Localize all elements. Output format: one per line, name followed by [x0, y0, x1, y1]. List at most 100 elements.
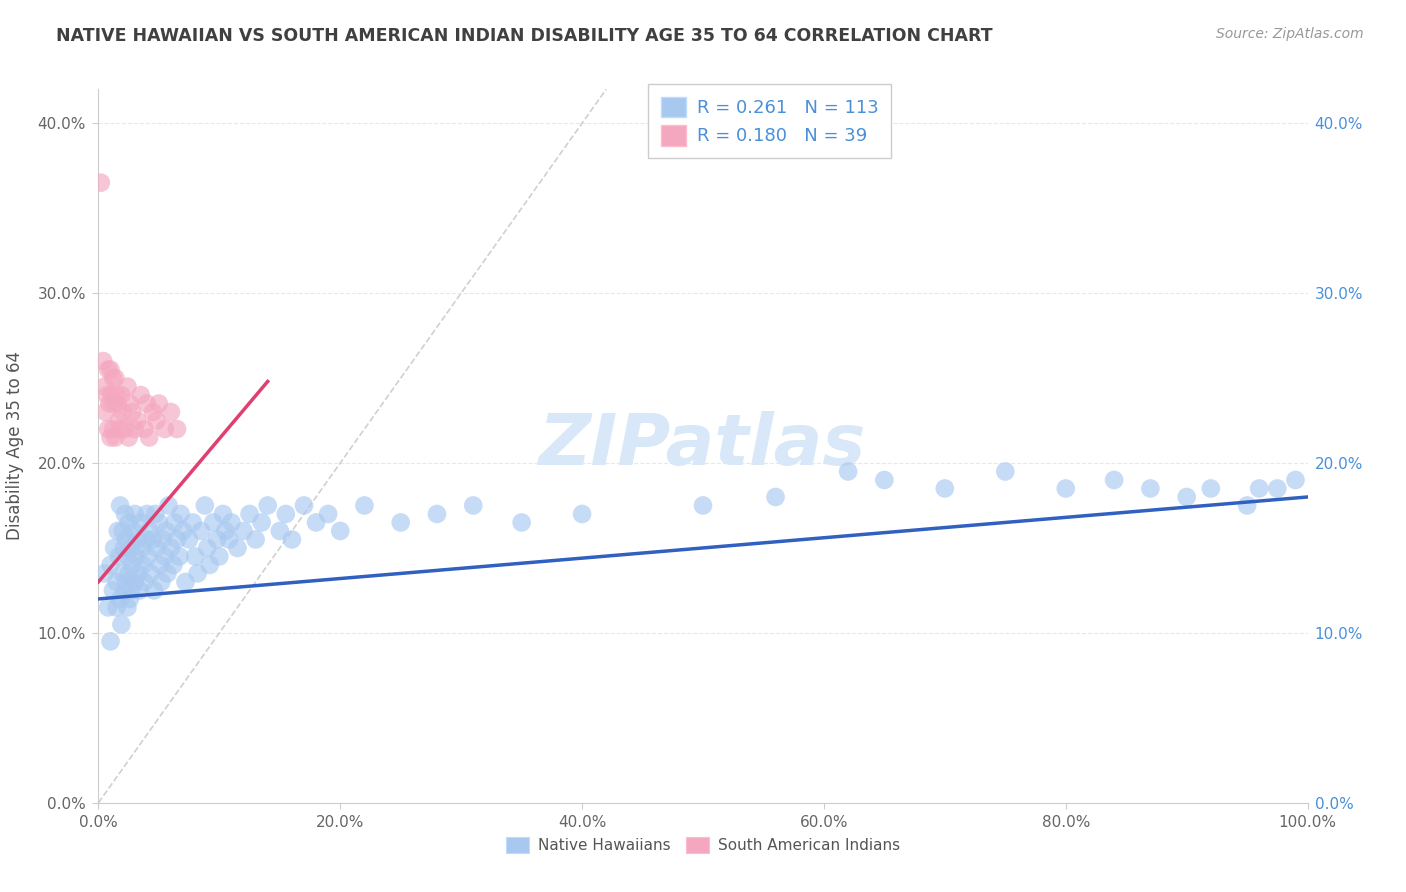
Point — [292, 499, 315, 513]
Point — [510, 516, 533, 530]
Point — [157, 499, 180, 513]
Point — [108, 499, 131, 513]
Y-axis label: Disability Age 35 to 64: Disability Age 35 to 64 — [6, 351, 24, 541]
Point — [100, 558, 122, 572]
Point — [118, 591, 141, 606]
Point — [108, 549, 131, 564]
Point — [134, 574, 156, 589]
Point — [97, 600, 120, 615]
Point — [1139, 482, 1161, 496]
Text: Source: ZipAtlas.com: Source: ZipAtlas.com — [1216, 27, 1364, 41]
Point — [155, 524, 177, 538]
Point — [136, 549, 159, 564]
Point — [107, 524, 129, 538]
Point — [174, 574, 197, 589]
Point — [221, 516, 243, 530]
Point — [101, 422, 124, 436]
Point — [101, 371, 124, 385]
Point — [179, 533, 201, 547]
Legend: Native Hawaiians, South American Indians: Native Hawaiians, South American Indians — [499, 831, 907, 859]
Point — [101, 583, 124, 598]
Point — [169, 507, 191, 521]
Point — [90, 176, 112, 190]
Point — [571, 507, 593, 521]
Point — [93, 379, 115, 393]
Point — [100, 634, 122, 648]
Point — [135, 507, 157, 521]
Point — [1199, 482, 1222, 496]
Point — [112, 541, 135, 555]
Point — [127, 413, 149, 427]
Point — [107, 396, 129, 410]
Point — [1236, 499, 1258, 513]
Point — [93, 566, 115, 581]
Point — [125, 549, 148, 564]
Point — [245, 533, 267, 547]
Point — [232, 524, 254, 538]
Point — [111, 524, 134, 538]
Point — [96, 388, 118, 402]
Point — [148, 516, 170, 530]
Point — [202, 516, 225, 530]
Point — [127, 533, 149, 547]
Point — [1249, 482, 1271, 496]
Point — [103, 396, 125, 410]
Point — [1054, 482, 1077, 496]
Point — [305, 516, 328, 530]
Point — [692, 499, 714, 513]
Point — [153, 549, 176, 564]
Point — [198, 558, 221, 572]
Point — [205, 533, 228, 547]
Point — [128, 583, 150, 598]
Point — [135, 533, 157, 547]
Text: NATIVE HAWAIIAN VS SOUTH AMERICAN INDIAN DISABILITY AGE 35 TO 64 CORRELATION CHA: NATIVE HAWAIIAN VS SOUTH AMERICAN INDIAN… — [56, 27, 993, 45]
Point — [114, 583, 136, 598]
Point — [1175, 490, 1198, 504]
Point — [1284, 473, 1306, 487]
Point — [117, 549, 139, 564]
Point — [145, 541, 167, 555]
Point — [118, 566, 141, 581]
Point — [110, 617, 132, 632]
Point — [162, 558, 184, 572]
Text: ZIPatlas: ZIPatlas — [540, 411, 866, 481]
Point — [145, 413, 167, 427]
Point — [122, 524, 145, 538]
Point — [124, 507, 146, 521]
Point — [134, 422, 156, 436]
Point — [250, 516, 273, 530]
Point — [274, 507, 297, 521]
Point — [143, 583, 166, 598]
Point — [163, 516, 186, 530]
Point — [765, 490, 787, 504]
Point — [129, 516, 152, 530]
Point — [105, 600, 128, 615]
Point — [139, 566, 162, 581]
Point — [124, 574, 146, 589]
Point — [124, 422, 146, 436]
Point — [239, 507, 262, 521]
Point — [105, 574, 128, 589]
Point — [97, 422, 120, 436]
Point — [104, 430, 127, 444]
Point — [208, 549, 231, 564]
Point — [121, 558, 143, 572]
Point — [389, 516, 412, 530]
Point — [172, 524, 194, 538]
Point — [127, 566, 149, 581]
Point — [108, 422, 131, 436]
Point — [184, 549, 207, 564]
Point — [114, 422, 136, 436]
Point — [218, 533, 240, 547]
Point — [131, 541, 153, 555]
Point — [169, 549, 191, 564]
Point — [426, 507, 449, 521]
Point — [100, 388, 122, 402]
Point — [111, 566, 134, 581]
Point — [108, 591, 131, 606]
Point — [195, 541, 218, 555]
Point — [138, 430, 160, 444]
Point — [115, 533, 138, 547]
Point — [269, 524, 291, 538]
Point — [214, 524, 236, 538]
